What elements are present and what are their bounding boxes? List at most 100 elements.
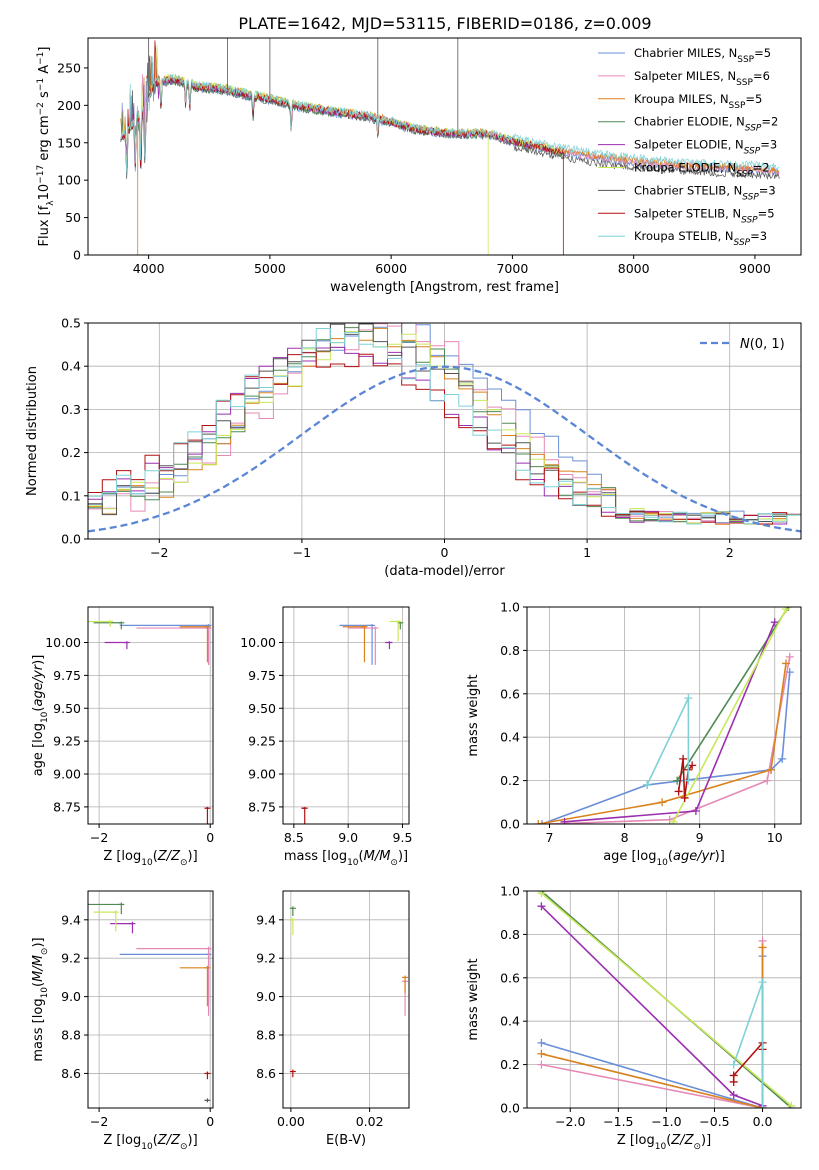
y-tick-label: 9.25 xyxy=(53,734,81,749)
y-tick-label: 0.8 xyxy=(500,643,520,658)
weight-marker xyxy=(537,1049,546,1058)
y-tick-label: 0.4 xyxy=(500,730,520,745)
x-tick-label: −0.5 xyxy=(699,1114,729,1129)
y-tick-label: 0.0 xyxy=(500,1101,520,1116)
weight-line xyxy=(672,608,787,823)
x-tick-label: −2 xyxy=(90,830,108,845)
x-tick-label: 9000 xyxy=(739,261,771,276)
grid xyxy=(283,607,409,824)
spectrum-line xyxy=(120,56,780,173)
x-tick-label: −1.5 xyxy=(603,1114,633,1129)
legend-entry: Salpeter ELODIE, NSSP=3 xyxy=(634,138,777,157)
plot-area xyxy=(289,906,409,1078)
y-tick-label: 9.0 xyxy=(256,989,276,1004)
legend-entry: Chabrier ELODIE, NSSP=2 xyxy=(634,115,778,134)
axes-frame xyxy=(282,606,410,825)
y-tick-label: 0.2 xyxy=(500,1057,520,1072)
weight-marker xyxy=(763,776,772,785)
x-tick-label: 7000 xyxy=(496,261,528,276)
y-tick-label: 150 xyxy=(57,135,81,150)
weight-marker xyxy=(537,902,546,911)
weight-marker xyxy=(534,820,543,824)
x-tick-label: 1 xyxy=(583,545,591,560)
legend-entry: Salpeter STELIB, NSSP=5 xyxy=(634,206,775,225)
x-tick-label: −2.0 xyxy=(555,1114,585,1129)
x-tick-label: 5000 xyxy=(254,261,286,276)
y-tick-label: 9.00 xyxy=(53,767,81,782)
x-tick-label: −1 xyxy=(293,545,311,560)
grid xyxy=(527,890,801,1109)
y-axis-label: Normed distribution xyxy=(25,366,40,496)
y-tick-label: 9.2 xyxy=(61,951,81,966)
y-tick-label: 200 xyxy=(57,98,81,113)
y-tick-label: 0.1 xyxy=(61,488,81,503)
weight-marker xyxy=(537,891,546,898)
legend-entry: Kroupa ELODIE, NSSP=2 xyxy=(634,161,770,180)
y-tick-label: 0.3 xyxy=(61,402,81,417)
x-tick-label: −2 xyxy=(90,1114,108,1129)
legend-entry: Salpeter MILES, NSSP=6 xyxy=(634,69,770,88)
y-tick-label: 8.8 xyxy=(61,1028,81,1043)
axes-frame xyxy=(87,890,214,1109)
x-tick-label: 9.0 xyxy=(338,830,358,845)
plot-area xyxy=(88,902,212,1103)
y-tick-label: 0.2 xyxy=(500,773,520,788)
legend-entry: Chabrier MILES, NSSP=5 xyxy=(634,46,771,65)
x-axis-label: wavelength [Angstrom, rest frame] xyxy=(330,280,559,295)
y-tick-label: 0.2 xyxy=(61,445,81,460)
x-tick-label: 0 xyxy=(441,545,449,560)
x-tick-label: 10 xyxy=(767,830,783,845)
y-tick-label: 0 xyxy=(73,248,81,263)
y-tick-label: 9.25 xyxy=(248,734,276,749)
weight-marker xyxy=(674,787,683,796)
x-axis-label: Z [log10(Z/Z⊙)] xyxy=(103,849,197,868)
x-axis-label: age [log10(age/yr)] xyxy=(603,849,725,868)
y-tick-label: 8.8 xyxy=(256,1028,276,1043)
y-tick-label: 9.00 xyxy=(248,767,276,782)
y-tick-label: 8.75 xyxy=(53,799,81,814)
spectrum-line xyxy=(120,40,564,172)
plot-area xyxy=(301,620,404,824)
spectrum-panel: 4000 5000 6000 7000 8000 9000 0 50 100 150 200 250 w… xyxy=(36,37,802,295)
weight-line xyxy=(541,956,764,1108)
x-tick-label: 0 xyxy=(206,830,214,845)
weight-marker xyxy=(729,1090,738,1099)
axes-frame xyxy=(526,890,802,1109)
weight-marker xyxy=(787,1101,796,1108)
y-axis-label: age [log10(age/yr)] xyxy=(31,655,50,777)
weight-marker xyxy=(758,943,767,952)
weight-marker xyxy=(669,817,678,824)
x-axis-label: E(B-V) xyxy=(326,1133,366,1148)
weight-marker xyxy=(684,694,693,703)
weight-marker xyxy=(785,652,794,661)
y-tick-label: 0.5 xyxy=(61,316,81,331)
legend-entry: N(0, 1) xyxy=(740,337,785,352)
y-tick-label: 9.2 xyxy=(256,951,276,966)
plot-area xyxy=(534,607,794,824)
weight-marker xyxy=(658,798,667,807)
grid xyxy=(88,891,213,1108)
weight-marker xyxy=(537,1038,546,1047)
y-tick-label: 9.4 xyxy=(256,912,276,927)
plot-area xyxy=(88,620,212,824)
weight-marker xyxy=(680,793,689,802)
y-tick-label: 10.00 xyxy=(45,635,81,650)
x-tick-label: 0 xyxy=(206,1114,214,1129)
weight-line xyxy=(732,981,764,1108)
y-tick-label: 0.4 xyxy=(61,359,81,374)
weight-line xyxy=(538,663,787,824)
x-axis-label: Z [log10(Z/Z⊙)] xyxy=(617,1133,711,1152)
weight-marker xyxy=(691,806,700,815)
y-tick-label: 1.0 xyxy=(500,884,520,899)
legend-entry: Chabrier STELIB, NSSP=3 xyxy=(634,183,776,202)
axes-frame xyxy=(87,606,214,825)
mass-vs-ebv-panel: 0.00 0.02 8.6 8.8 9.0 9.2 9.4 E(B-V) xyxy=(256,890,410,1148)
y-tick-label: 0.4 xyxy=(500,1014,520,1029)
axes-frame xyxy=(87,37,802,256)
y-tick-label: 250 xyxy=(57,60,81,75)
y-tick-label: 9.75 xyxy=(53,668,81,683)
x-tick-label: 7 xyxy=(546,830,554,845)
residual-histogram xyxy=(88,328,801,525)
y-tick-label: 100 xyxy=(57,173,81,188)
y-axis-label: mass [log10(M/M⊙)] xyxy=(31,937,50,1061)
